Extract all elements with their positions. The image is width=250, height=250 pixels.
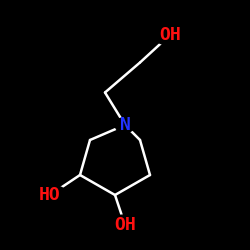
Ellipse shape	[108, 215, 142, 235]
Ellipse shape	[32, 185, 68, 205]
Ellipse shape	[115, 118, 135, 132]
Text: N: N	[120, 116, 130, 134]
Text: OH: OH	[159, 26, 181, 44]
Text: OH: OH	[114, 216, 136, 234]
Text: HO: HO	[39, 186, 61, 204]
Ellipse shape	[152, 25, 188, 45]
